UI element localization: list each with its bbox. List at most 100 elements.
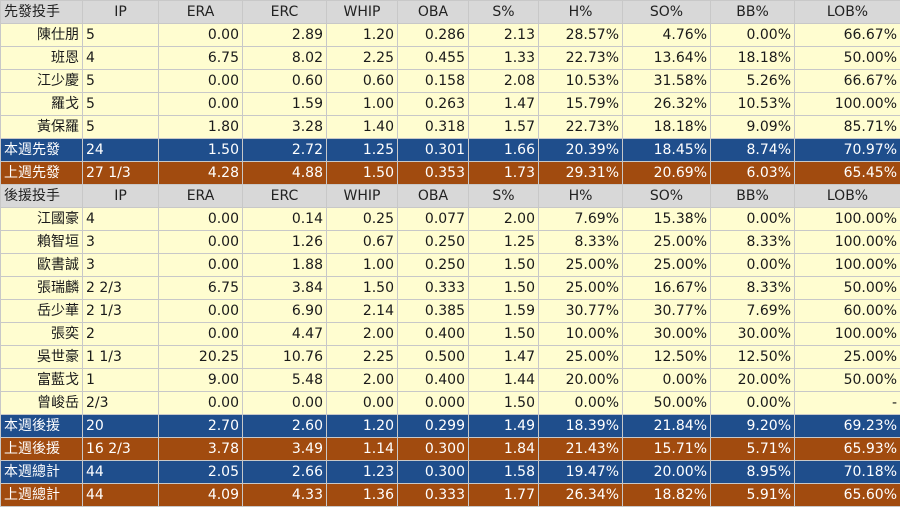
summary-row: 上週先發 27 1/3 4.28 4.88 1.50 0.353 1.73 29.31% 20.… <box>0 161 900 185</box>
cell-so-pct: 25.00% <box>622 253 711 277</box>
table-row: 吳世豪 1 1/3 20.25 10.76 2.25 0.500 1.47 25.00% 12.… <box>0 345 900 369</box>
cell-erc: 10.76 <box>242 345 327 369</box>
cell-pitcher: 本週先發 <box>0 138 83 162</box>
cell-bb-pct: 0.00% <box>710 23 795 47</box>
cell-bb-pct: 8.74% <box>710 138 795 162</box>
cell-so-pct: 18.82% <box>622 483 711 507</box>
cell-bb-pct: 8.33% <box>710 276 795 300</box>
cell-erc: 1.88 <box>242 253 327 277</box>
cell-pitcher: 張奕 <box>0 322 83 346</box>
cell-whip: 2.00 <box>326 322 398 346</box>
cell-so-pct: 20.00% <box>622 460 711 484</box>
cell-s-pct: 1.50 <box>468 322 539 346</box>
cell-pitcher: 富藍戈 <box>0 368 83 392</box>
cell-erc: 2.72 <box>242 138 327 162</box>
cell-lob-pct: 66.67% <box>794 69 900 93</box>
cell-bb-pct: 5.91% <box>710 483 795 507</box>
cell-whip: 1.00 <box>326 253 398 277</box>
cell-so-pct: 18.18% <box>622 115 711 139</box>
cell-ip: 16 2/3 <box>82 437 159 461</box>
cell-s-pct: 1.33 <box>468 46 539 70</box>
cell-lob-pct: 50.00% <box>794 46 900 70</box>
cell-s-pct: 1.50 <box>468 253 539 277</box>
cell-ip: 5 <box>82 69 159 93</box>
cell-erc: 4.88 <box>242 161 327 185</box>
cell-ip: 2 <box>82 322 159 346</box>
cell-so-pct: 18.45% <box>622 138 711 162</box>
cell-oba: 0.301 <box>397 138 469 162</box>
cell-so-pct: 30.00% <box>622 322 711 346</box>
cell-h-pct: 15.79% <box>538 92 623 116</box>
cell-ip: 5 <box>82 92 159 116</box>
cell-era: 4.09 <box>158 483 243 507</box>
summary-row: 本週先發 24 1.50 2.72 1.25 0.301 1.66 20.39% 18.45% 8… <box>0 138 900 162</box>
cell-ip: 20 <box>82 414 159 438</box>
cell-bb-pct: 30.00% <box>710 322 795 346</box>
cell-erc: 4.33 <box>242 483 327 507</box>
cell-s-pct: 1.58 <box>468 460 539 484</box>
cell-era: 0.00 <box>158 253 243 277</box>
cell-so-pct: 15.71% <box>622 437 711 461</box>
cell-bb-pct: 7.69% <box>710 299 795 323</box>
table-row: 張瑞麟 2 2/3 6.75 3.84 1.50 0.333 1.50 25.00% 16.67… <box>0 276 900 300</box>
cell-pitcher: 上週先發 <box>0 161 83 185</box>
cell-pitcher: 曾峻岳 <box>0 391 83 415</box>
cell-bb-pct: 0.00% <box>710 391 795 415</box>
cell-oba: 0.300 <box>397 460 469 484</box>
cell-h-pct: 25.00% <box>538 345 623 369</box>
header-whip: WHIP <box>326 184 398 208</box>
table-header-row: 後援投手 IP ERA ERC WHIP OBA S% H% SO% BB% LOB% <box>0 184 900 208</box>
cell-erc: 0.60 <box>242 69 327 93</box>
cell-lob-pct: 85.71% <box>794 115 900 139</box>
cell-s-pct: 1.47 <box>468 345 539 369</box>
cell-h-pct: 10.00% <box>538 322 623 346</box>
cell-so-pct: 15.38% <box>622 207 711 231</box>
cell-erc: 1.26 <box>242 230 327 254</box>
cell-oba: 0.286 <box>397 23 469 47</box>
cell-lob-pct: - <box>794 391 900 415</box>
cell-s-pct: 1.73 <box>468 161 539 185</box>
header-pitcher: 後援投手 <box>0 184 83 208</box>
cell-bb-pct: 5.71% <box>710 437 795 461</box>
cell-lob-pct: 66.67% <box>794 23 900 47</box>
table-header-row: 先發投手 IP ERA ERC WHIP OBA S% H% SO% BB% LOB% <box>0 0 900 24</box>
cell-era: 9.00 <box>158 368 243 392</box>
cell-erc: 2.66 <box>242 460 327 484</box>
cell-lob-pct: 50.00% <box>794 368 900 392</box>
cell-lob-pct: 100.00% <box>794 92 900 116</box>
cell-era: 2.05 <box>158 460 243 484</box>
cell-whip: 1.20 <box>326 23 398 47</box>
cell-pitcher: 本週總計 <box>0 460 83 484</box>
cell-h-pct: 20.39% <box>538 138 623 162</box>
cell-s-pct: 1.25 <box>468 230 539 254</box>
cell-s-pct: 1.49 <box>468 414 539 438</box>
cell-lob-pct: 100.00% <box>794 322 900 346</box>
cell-bb-pct: 8.33% <box>710 230 795 254</box>
summary-row: 本週總計 44 2.05 2.66 1.23 0.300 1.58 19.47% 20.00% 8… <box>0 460 900 484</box>
cell-h-pct: 22.73% <box>538 46 623 70</box>
cell-era: 3.78 <box>158 437 243 461</box>
cell-pitcher: 黃保羅 <box>0 115 83 139</box>
cell-lob-pct: 25.00% <box>794 345 900 369</box>
header-era: ERA <box>158 184 243 208</box>
cell-ip: 5 <box>82 23 159 47</box>
header-h-pct: H% <box>538 184 623 208</box>
table-row: 富藍戈 1 9.00 5.48 2.00 0.400 1.44 20.00% 0.00% 20.0… <box>0 368 900 392</box>
cell-lob-pct: 60.00% <box>794 299 900 323</box>
cell-era: 0.00 <box>158 92 243 116</box>
cell-era: 0.00 <box>158 230 243 254</box>
cell-so-pct: 25.00% <box>622 230 711 254</box>
cell-ip: 4 <box>82 207 159 231</box>
cell-era: 4.28 <box>158 161 243 185</box>
header-so-pct: SO% <box>622 0 711 24</box>
cell-pitcher: 班恩 <box>0 46 83 70</box>
table-row: 黃保羅 5 1.80 3.28 1.40 0.318 1.57 22.73% 18.18% 9.0… <box>0 115 900 139</box>
table-row: 歐書誠 3 0.00 1.88 1.00 0.250 1.50 25.00% 25.00% 0.0… <box>0 253 900 277</box>
cell-whip: 0.60 <box>326 69 398 93</box>
cell-ip: 4 <box>82 46 159 70</box>
cell-ip: 2 1/3 <box>82 299 159 323</box>
header-erc: ERC <box>242 0 327 24</box>
cell-whip: 1.40 <box>326 115 398 139</box>
